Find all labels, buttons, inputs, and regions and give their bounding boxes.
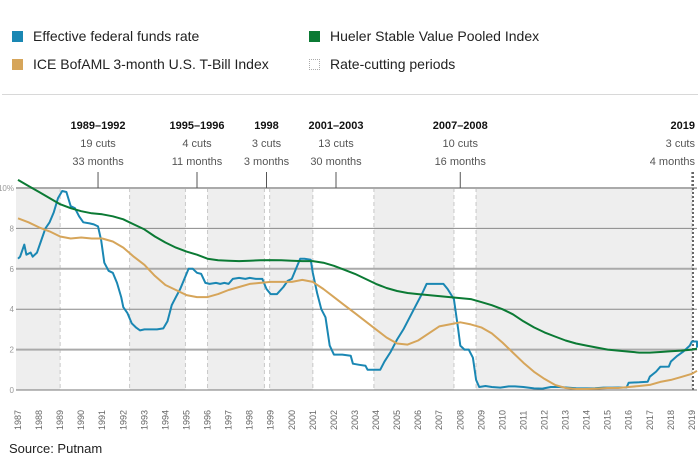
x-tick-label: 2003 <box>350 410 360 430</box>
period-months: 16 months <box>435 156 487 168</box>
legend-item-tbill: ICE BofAML 3-month U.S. T-Bill Index <box>12 56 269 72</box>
legend-label-tbill: ICE BofAML 3-month U.S. T-Bill Index <box>33 56 269 72</box>
x-tick-label: 2016 <box>624 410 634 430</box>
x-tick-label: 2002 <box>329 410 339 430</box>
x-tick-label: 2015 <box>603 410 613 430</box>
x-tick-label: 1988 <box>34 410 44 430</box>
period-label: 1989–1992 <box>70 120 125 132</box>
x-tick-label: 2001 <box>308 410 318 430</box>
x-tick-label: 2008 <box>455 410 465 430</box>
legend-swatch-tbill <box>12 58 23 70</box>
legend-divider <box>2 94 698 95</box>
x-tick-label: 2004 <box>371 410 381 430</box>
period-label: 1998 <box>254 120 278 132</box>
rate-cutting-region <box>185 188 208 390</box>
period-label: 1995–1996 <box>169 120 224 132</box>
y-tick-label: 4 <box>10 305 15 314</box>
x-tick-label: 2019 <box>687 410 697 430</box>
period-label: 2007–2008 <box>433 120 488 132</box>
legend-swatch-hueler <box>309 30 320 42</box>
x-tick-label: 1991 <box>97 410 107 430</box>
x-tick-label: 1987 <box>13 410 23 430</box>
x-tick-label: 2005 <box>392 410 402 430</box>
x-tick-label: 2018 <box>666 410 676 430</box>
x-tick-label: 2009 <box>476 410 486 430</box>
series-line-1 <box>17 179 698 354</box>
period-label: 2019 <box>671 120 695 132</box>
x-tick-label: 2013 <box>561 410 571 430</box>
y-tick-label: 6 <box>10 265 15 274</box>
series-lines <box>17 179 698 390</box>
period-months: 4 months <box>650 156 696 168</box>
period-cuts: 3 cuts <box>252 138 282 150</box>
x-tick-label: 2014 <box>582 410 592 430</box>
x-tick-label: 1989 <box>55 410 65 430</box>
source-note: Source: Putnam <box>9 441 103 456</box>
period-annotations: 1989–1992 19 cuts 33 months 1995–1996 4 cuts… <box>70 120 695 390</box>
rate-cutting-region <box>691 188 697 390</box>
x-tick-label: 2007 <box>434 410 444 430</box>
y-tick-label: 10% <box>0 184 14 193</box>
x-tick-label: 1998 <box>245 410 255 430</box>
x-tick-label: 2006 <box>413 410 423 430</box>
axes: 1987 1988 1989 1990 1991 1992 1993 1994 1995 1996… <box>13 410 697 430</box>
x-tick-label: 1994 <box>160 410 170 430</box>
legend-label-rate-cutting: Rate-cutting periods <box>330 56 456 72</box>
x-tick-label: 1992 <box>118 410 128 430</box>
legend-item-hueler: Hueler Stable Value Pooled Index <box>309 28 539 44</box>
x-tick-label: 1993 <box>139 410 149 430</box>
legend-label-hueler: Hueler Stable Value Pooled Index <box>330 28 540 44</box>
period-cuts: 3 cuts <box>666 138 696 150</box>
x-tick-label: 1999 <box>266 410 276 430</box>
x-tick-label: 1995 <box>181 410 191 430</box>
gridlines: 0 2 4 6 8 10% <box>0 184 697 395</box>
y-tick-label: 0 <box>10 386 15 395</box>
x-tick-label: 2017 <box>645 410 655 430</box>
x-tick-label: 1996 <box>203 410 213 430</box>
x-tick-label: 2011 <box>518 411 528 430</box>
legend-item-rate-cutting: Rate-cutting periods <box>309 56 455 72</box>
legend-item-fed-funds: Effective federal funds rate <box>12 28 199 44</box>
x-tick-label: 1997 <box>224 410 234 430</box>
y-tick-label: 8 <box>10 224 15 233</box>
x-tick-label: 2012 <box>540 410 550 430</box>
period-months: 11 months <box>172 156 223 168</box>
period-months: 33 months <box>72 156 124 168</box>
legend-label-fed-funds: Effective federal funds rate <box>33 28 200 44</box>
period-label: 2001–2003 <box>308 120 363 132</box>
period-cuts: 10 cuts <box>443 138 479 150</box>
x-tick-label: 2000 <box>287 410 297 430</box>
period-months: 3 months <box>244 156 290 168</box>
period-cuts: 4 cuts <box>182 138 212 150</box>
x-tick-label: 1990 <box>76 410 86 430</box>
period-cuts: 13 cuts <box>318 138 354 150</box>
legend-swatch-rate-cutting <box>309 58 320 70</box>
y-tick-label: 2 <box>10 346 15 355</box>
x-tick-label: 2010 <box>497 410 507 430</box>
period-cuts: 19 cuts <box>80 138 116 150</box>
legend-swatch-fed-funds <box>12 30 23 42</box>
series-line-2 <box>17 217 698 390</box>
period-months: 30 months <box>310 156 362 168</box>
